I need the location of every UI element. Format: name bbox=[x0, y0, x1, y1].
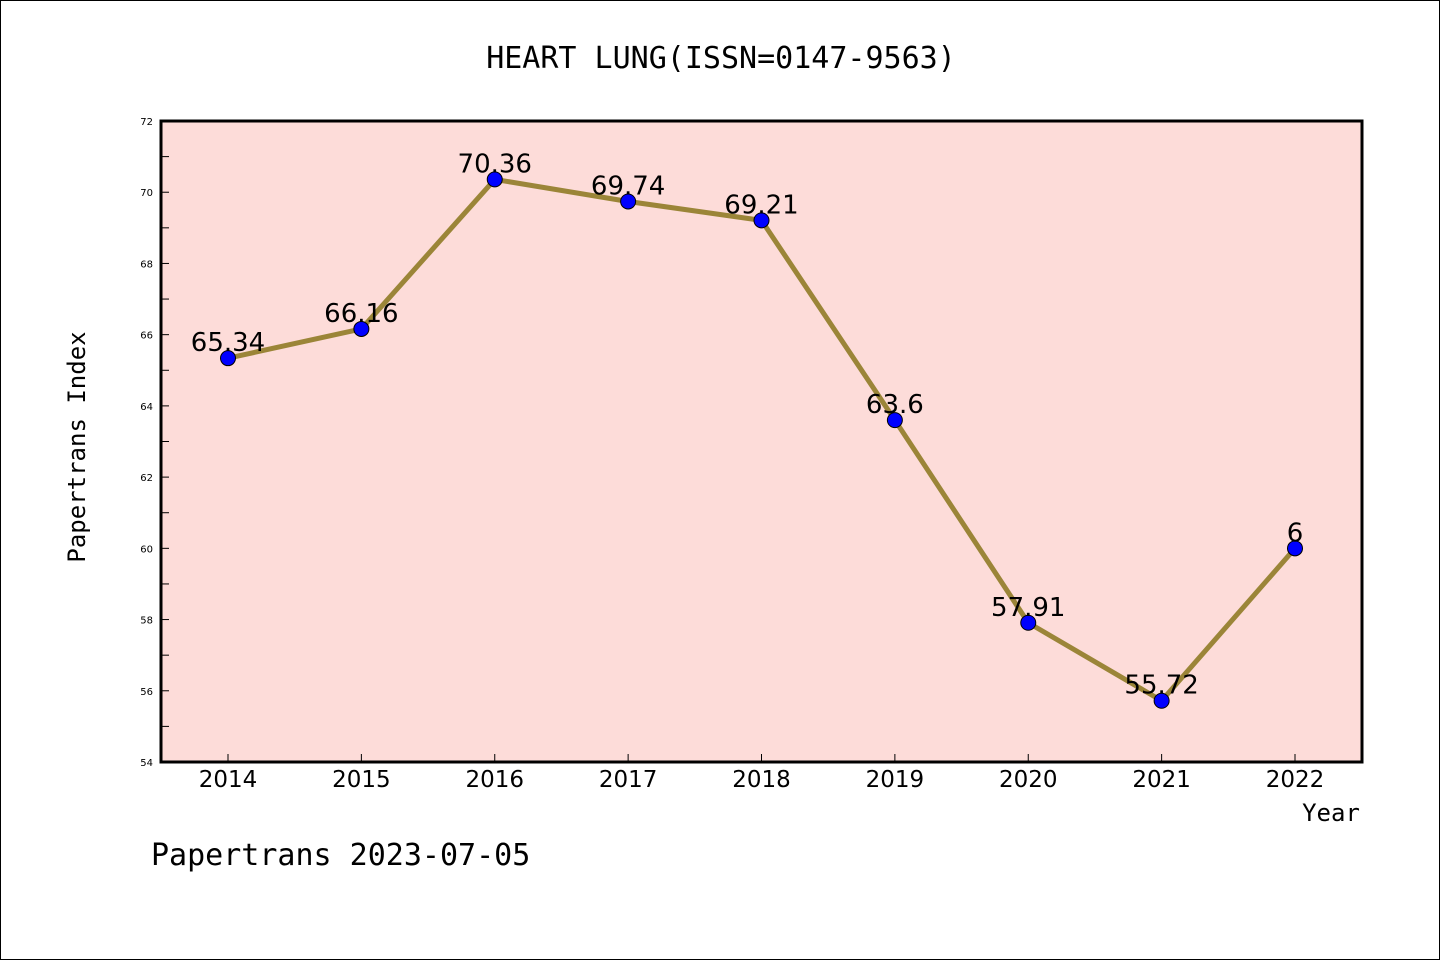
x-tick-label: 2022 bbox=[1266, 767, 1325, 793]
data-point bbox=[1287, 540, 1303, 557]
data-label: 65.34 bbox=[191, 328, 265, 358]
data-label: 55.72 bbox=[1124, 671, 1198, 701]
data-label: 63.6 bbox=[866, 390, 924, 420]
data-point bbox=[353, 320, 370, 337]
data-point bbox=[486, 171, 503, 188]
y-tick-label: 62 bbox=[140, 473, 153, 484]
x-tick-label: 2014 bbox=[199, 767, 258, 793]
data-point bbox=[886, 412, 903, 429]
x-tick-label: 2018 bbox=[732, 767, 791, 793]
data-label: 57.91 bbox=[991, 593, 1065, 623]
x-tick-label: 2015 bbox=[332, 767, 391, 793]
data-label: 6 bbox=[1287, 518, 1304, 548]
y-tick-label: 72 bbox=[140, 117, 153, 128]
data-point bbox=[753, 212, 770, 229]
y-tick-label: 56 bbox=[140, 687, 153, 698]
y-tick-label: 58 bbox=[140, 616, 153, 627]
chart-title: HEART LUNG(ISSN=0147-9563) bbox=[486, 41, 956, 76]
y-axis-ticks: 54 56 58 60 62 64 66 68 70 72 bbox=[140, 117, 169, 769]
x-axis-ticks: 2014 2015 2016 2017 2018 2019 2020 2021 2022 bbox=[199, 754, 1325, 793]
y-tick-label: 66 bbox=[140, 331, 153, 342]
x-tick-label: 2016 bbox=[465, 767, 524, 793]
data-point bbox=[220, 350, 236, 367]
y-axis-label: Papertrans Index bbox=[63, 331, 91, 562]
data-label: 66.16 bbox=[324, 299, 398, 329]
footer-date: Papertrans 2023-07-05 bbox=[151, 838, 530, 873]
data-point bbox=[620, 193, 637, 210]
data-labels: 65.34 66.16 70.36 69.74 69.21 63.6 57.91 55.72 6 bbox=[191, 149, 1303, 700]
y-tick-label: 70 bbox=[140, 188, 153, 199]
x-tick-label: 2020 bbox=[999, 767, 1058, 793]
x-axis-label: Year bbox=[1302, 799, 1360, 827]
x-tick-label: 2021 bbox=[1132, 767, 1191, 793]
series-markers bbox=[220, 171, 1303, 709]
x-tick-label: 2017 bbox=[599, 767, 658, 793]
data-label: 69.21 bbox=[724, 190, 798, 220]
y-tick-label: 64 bbox=[140, 402, 153, 413]
y-tick-label: 68 bbox=[140, 259, 153, 270]
data-point bbox=[1020, 614, 1037, 631]
data-label: 69.74 bbox=[591, 171, 665, 201]
y-tick-label: 60 bbox=[140, 544, 153, 555]
x-tick-label: 2019 bbox=[866, 767, 925, 793]
y-tick-label: 54 bbox=[140, 758, 153, 769]
data-point bbox=[1153, 692, 1170, 709]
data-label: 70.36 bbox=[458, 149, 532, 179]
